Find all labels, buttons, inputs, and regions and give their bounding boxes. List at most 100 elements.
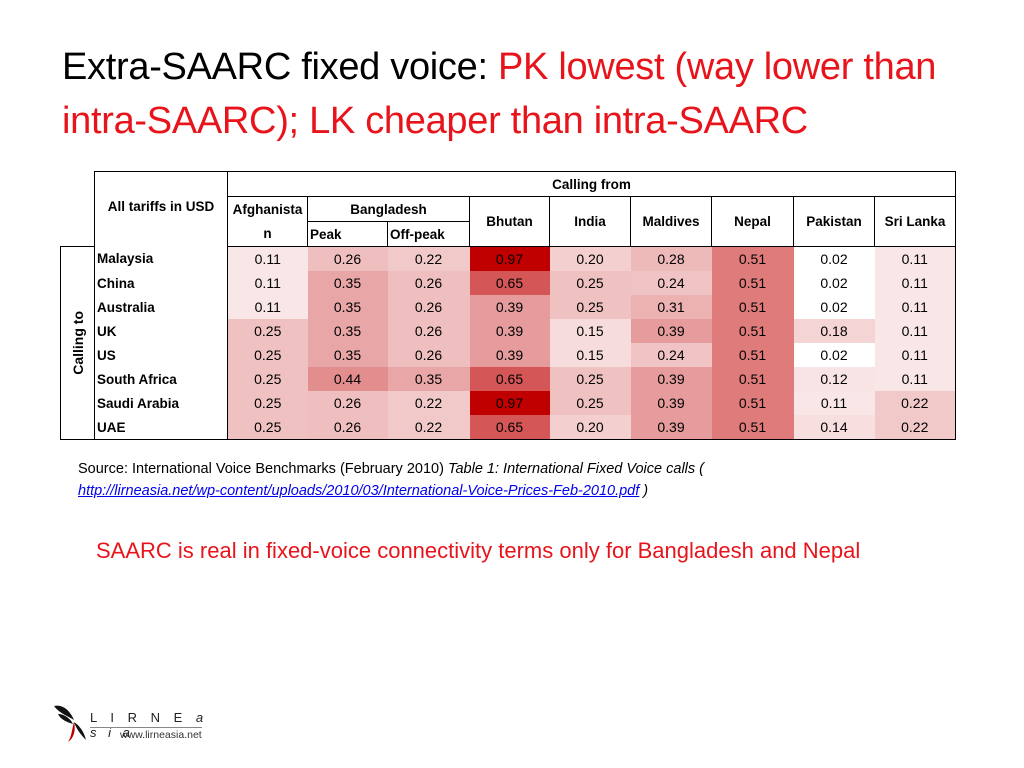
top-left-blank (61, 172, 95, 247)
calling-to-label: Calling to (60, 246, 95, 440)
row-label: South Africa (94, 367, 228, 391)
row-label: UAE (94, 415, 228, 440)
table-cell: 0.44 (307, 367, 388, 391)
table-cell: 0.35 (307, 343, 388, 367)
table-cell: 0.25 (549, 271, 631, 295)
table-row: China 0.11 0.35 0.26 0.65 0.25 0.24 0.51 0.02 0.1… (61, 271, 956, 295)
table-cell: 0.11 (874, 319, 956, 343)
table-row: UK 0.25 0.35 0.26 0.39 0.15 0.39 0.51 0.18 0.11 (61, 319, 956, 343)
col-header-nepal: Nepal (711, 196, 794, 247)
table-cell: 0.51 (711, 391, 794, 415)
table-row: US 0.25 0.35 0.26 0.39 0.15 0.24 0.51 0.02 0.11 (61, 343, 956, 367)
source-suffix: ) (639, 483, 649, 499)
table-cell: 0.26 (387, 319, 470, 343)
row-label: UK (94, 319, 228, 343)
table-cell: 0.11 (227, 295, 308, 319)
table-cell: 0.26 (307, 391, 388, 415)
table-cell: 0.22 (387, 246, 470, 271)
table-row: UAE 0.25 0.26 0.22 0.65 0.20 0.39 0.51 0.14 0.22 (61, 415, 956, 440)
table-cell: 0.35 (387, 367, 470, 391)
table-cell: 0.65 (469, 271, 550, 295)
table-cell: 0.26 (307, 415, 388, 440)
table-cell: 0.97 (469, 391, 550, 415)
table-cell: 0.39 (630, 415, 712, 440)
table-cell: 0.25 (549, 295, 631, 319)
table-row: Calling to Malaysia 0.11 0.26 0.22 0.97 0.20 0.… (60, 246, 956, 440)
table-cell: 0.11 (874, 367, 956, 391)
table-cell: 0.24 (630, 343, 712, 367)
table-cell: 0.39 (630, 319, 712, 343)
logo-wordmark: L I R N E a s i a (90, 710, 210, 740)
col-header-pakistan: Pakistan (793, 196, 875, 247)
table-cell: 0.51 (711, 319, 794, 343)
calling-from-header: Calling from (227, 171, 956, 197)
table-cell: 0.25 (227, 391, 308, 415)
col-header-sri-lanka: Sri Lanka (874, 196, 956, 247)
table-cell: 0.51 (711, 271, 794, 295)
table-cell: 0.39 (630, 391, 712, 415)
table-cell: 0.26 (307, 246, 388, 271)
table-cell: 0.11 (874, 295, 956, 319)
table-cell: 0.26 (387, 343, 470, 367)
logo-name-suffix: a s i a (90, 710, 208, 740)
table-cell: 0.24 (630, 271, 712, 295)
table-cell: 0.25 (227, 343, 308, 367)
table-row: South Africa 0.25 0.44 0.35 0.65 0.25 0.39 0.51… (61, 367, 956, 391)
source-citation: Source: International Voice Benchmarks (… (78, 458, 958, 502)
logo-name-main: L I R N E (90, 710, 188, 725)
source-link[interactable]: http://lirneasia.net/wp-content/uploads/… (78, 483, 640, 499)
row-label: China (94, 271, 228, 295)
table-cell: 0.51 (711, 415, 794, 440)
table-cell: 0.25 (227, 367, 308, 391)
table-cell: 0.35 (307, 271, 388, 295)
title-black-part: Extra-SAARC fixed voice: (62, 46, 498, 88)
col-header-maldives: Maldives (630, 196, 712, 247)
title-red-part: PK lowest (way lower than intra-SAARC); … (62, 46, 937, 142)
col-header-india: India (549, 196, 631, 247)
table-cell: 0.51 (711, 343, 794, 367)
table-cell: 0.11 (874, 246, 956, 271)
logo-divider (90, 727, 202, 728)
table-cell: 0.26 (387, 271, 470, 295)
table-cell: 0.02 (793, 343, 875, 367)
table-cell: 0.51 (711, 367, 794, 391)
table-cell: 0.25 (549, 367, 631, 391)
table-cell: 0.11 (227, 271, 308, 295)
table-cell: 0.15 (549, 319, 631, 343)
table-cell: 0.39 (630, 367, 712, 391)
logo-url: www.lirneasia.net (120, 729, 202, 741)
table-body: Calling to Malaysia 0.11 0.26 0.22 0.97 0.20 0.… (60, 246, 956, 440)
source-italic: Table 1: International Fixed Voice calls… (447, 461, 704, 477)
table-cell: 0.28 (630, 246, 712, 271)
table-cell: 0.11 (227, 246, 308, 271)
lirneasia-logo: L I R N E a s i a www.lirneasia.net (50, 700, 210, 748)
table-cell: 0.02 (793, 271, 875, 295)
table-cell: 0.15 (549, 343, 631, 367)
table-cell: 0.39 (469, 319, 550, 343)
table-cell: 0.18 (793, 319, 875, 343)
table-cell: 0.14 (793, 415, 875, 440)
row-label: US (94, 343, 228, 367)
table-cell: 0.02 (793, 295, 875, 319)
table-cell: 0.22 (874, 415, 956, 440)
table-cell: 0.11 (793, 391, 875, 415)
table-cell: 0.35 (307, 295, 388, 319)
table-cell: 0.20 (549, 246, 631, 271)
table-row: Australia 0.11 0.35 0.26 0.39 0.25 0.31 0.51 0.0… (61, 295, 956, 319)
tariff-table: All tariffs in USD Calling from Afghanis… (60, 171, 956, 440)
table-cell: 0.25 (549, 391, 631, 415)
col-header-bangladesh: Bangladesh (307, 196, 470, 222)
table-cell: 0.11 (874, 343, 956, 367)
table-cell: 0.25 (227, 415, 308, 440)
table-cell: 0.97 (469, 246, 550, 271)
table-cell: 0.12 (793, 367, 875, 391)
table-cell: 0.51 (711, 246, 794, 271)
butterfly-icon (54, 705, 86, 742)
table-cell: 0.51 (711, 295, 794, 319)
calling-to-text: Calling to (69, 311, 86, 375)
row-label: Saudi Arabia (94, 391, 228, 415)
table-cell: 0.31 (630, 295, 712, 319)
conclusion-note: SAARC is real in fixed-voice connectivit… (96, 538, 861, 563)
table-cell: 0.65 (469, 367, 550, 391)
col-header-afghanistan: Afghanista n (227, 196, 308, 247)
